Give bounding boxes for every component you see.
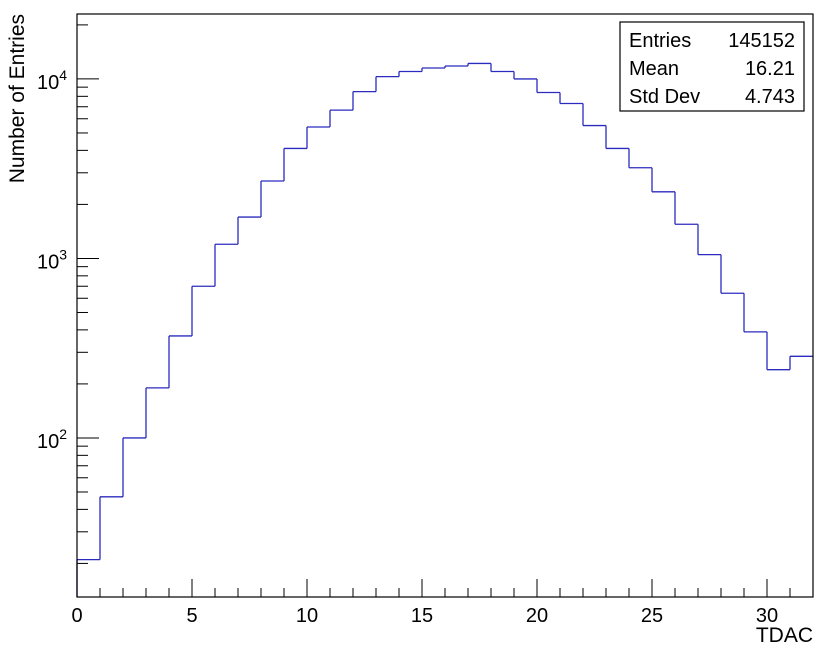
- plot-frame: [76, 13, 814, 598]
- x-tick-label: 25: [641, 605, 663, 627]
- y-tick-label: 102: [37, 426, 67, 453]
- x-tick-label: 15: [411, 605, 433, 627]
- stats-box-border: [619, 21, 805, 112]
- stats-label-entries: Entries: [629, 30, 691, 52]
- axis-layer: 0 5 10 15 20 25 30 102 103 104: [37, 24, 814, 627]
- y-tick-label: 104: [37, 67, 67, 94]
- x-tick-label: 20: [526, 605, 548, 627]
- stats-label-std-dev: Std Dev: [629, 86, 700, 108]
- stats-value-std-dev: 4.743: [745, 86, 795, 108]
- x-tick-label: 10: [296, 605, 318, 627]
- histogram-layer: [76, 62, 813, 597]
- x-tick-label: 30: [756, 605, 778, 627]
- y-axis-title: Number of Entries: [6, 14, 29, 183]
- x-axis-title: TDAC: [756, 624, 813, 647]
- x-tick-label: 0: [71, 605, 82, 627]
- x-tick-label: 5: [186, 605, 197, 627]
- stats-box: Entries 145152 Mean 16.21 Std Dev 4.743: [619, 21, 805, 112]
- stats-value-entries: 145152: [728, 30, 795, 52]
- stats-value-mean: 16.21: [745, 58, 795, 80]
- y-tick-label: 103: [37, 246, 67, 273]
- stats-label-mean: Mean: [629, 58, 679, 80]
